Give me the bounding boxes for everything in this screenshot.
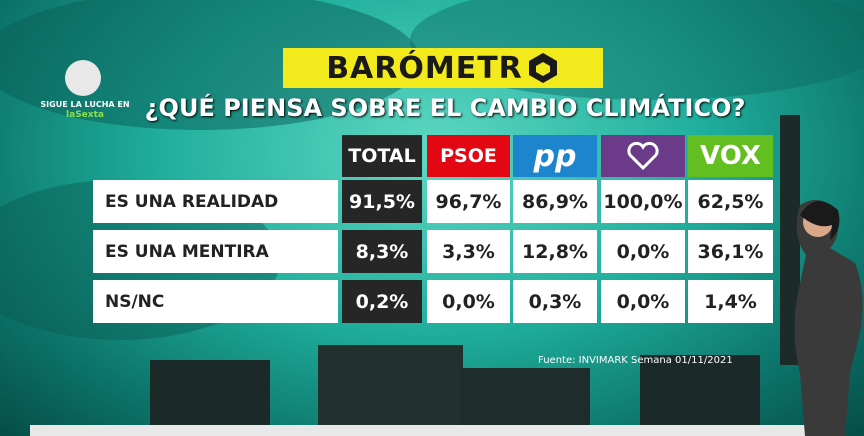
title-banner: BARÓMETR	[283, 48, 603, 88]
value-cell: 3,3%	[427, 230, 510, 273]
value-cell: 12,8%	[513, 230, 597, 273]
value-cell: 36,1%	[688, 230, 773, 273]
logo-text: SIGUE LA LUCHA EN	[40, 100, 130, 109]
row-label: NS/NC	[93, 280, 338, 323]
question: ¿QUÉ PIENSA SOBRE EL CAMBIO CLIMÁTICO?	[144, 94, 746, 122]
column-header: TOTAL	[342, 135, 422, 177]
title-logo	[528, 53, 557, 83]
row-label: ES UNA REALIDAD	[93, 180, 338, 223]
value-cell: 86,9%	[513, 180, 597, 223]
column-header: PSOE	[427, 135, 510, 177]
value-cell: 91,5%	[342, 180, 422, 223]
value-cell: 1,4%	[688, 280, 773, 323]
value-cell: 0,0%	[601, 280, 685, 323]
value-cell: 0,0%	[601, 230, 685, 273]
value-cell: 0,2%	[342, 280, 422, 323]
value-cell: 96,7%	[427, 180, 510, 223]
source: Fuente: INVIMARK Semana 01/11/2021	[538, 355, 733, 366]
title: BARÓMETR	[326, 50, 523, 86]
value-cell: 8,3%	[342, 230, 422, 273]
value-cell: 0,0%	[427, 280, 510, 323]
value-cell: 100,0%	[601, 180, 685, 223]
column-header	[601, 135, 685, 177]
value-cell: 62,5%	[688, 180, 773, 223]
logo-brand: laSexta	[66, 110, 104, 120]
value-cell: 0,3%	[513, 280, 597, 323]
column-header: VOX	[688, 135, 773, 177]
column-header: pp	[513, 135, 597, 177]
party-icon	[627, 141, 659, 171]
row-label: ES UNA MENTIRA	[93, 230, 338, 273]
